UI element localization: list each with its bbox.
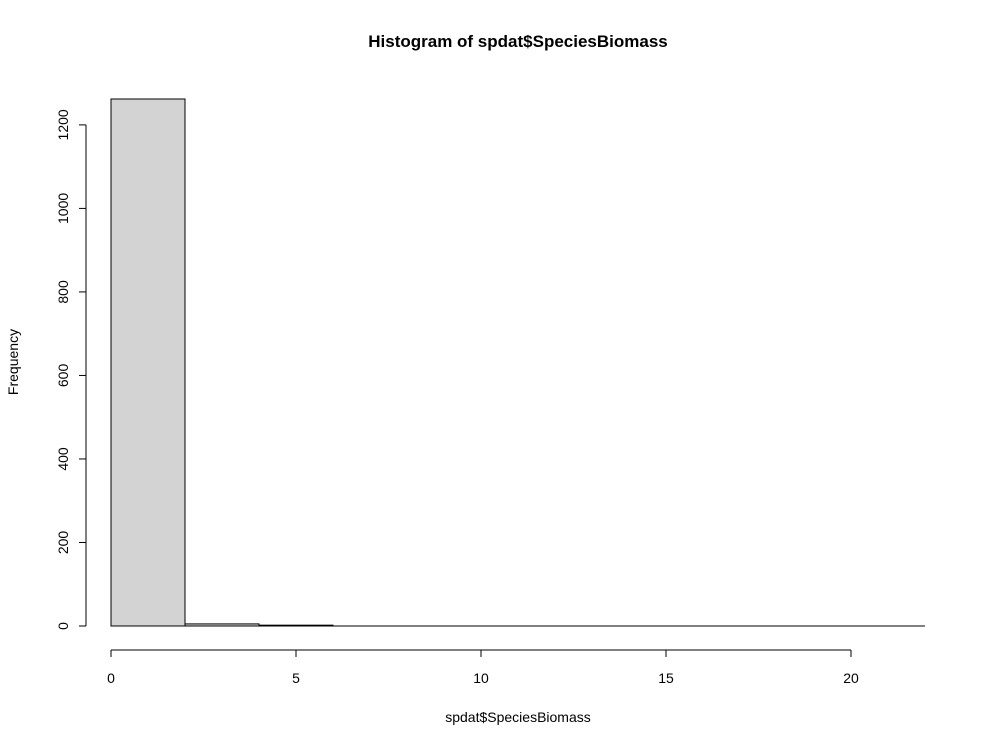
x-tick-label-3: 15 <box>658 670 674 686</box>
x-tick-label-0: 0 <box>107 670 115 686</box>
y-axis: 0 200 400 600 800 1000 1200 <box>55 109 87 630</box>
x-tick-label-2: 10 <box>473 670 489 686</box>
y-tick-label-0: 0 <box>55 622 71 630</box>
y-tick-label-6: 1200 <box>55 109 71 140</box>
y-axis-label: Frequency <box>5 329 21 395</box>
x-axis-label: spdat$SpeciesBiomass <box>445 709 591 725</box>
x-tick-label-1: 5 <box>292 670 300 686</box>
chart-title: Histogram of spdat$SpeciesBiomass <box>368 32 667 51</box>
y-tick-label-5: 1000 <box>55 193 71 224</box>
x-axis: 0 5 10 15 20 <box>107 649 859 686</box>
histogram-bar-0 <box>110 98 186 627</box>
y-tick-label-1: 200 <box>55 531 71 555</box>
y-tick-label-3: 600 <box>55 364 71 388</box>
y-tick-label-2: 400 <box>55 447 71 471</box>
bars-group <box>110 98 925 627</box>
x-tick-label-4: 20 <box>843 670 859 686</box>
y-tick-label-4: 800 <box>55 280 71 304</box>
